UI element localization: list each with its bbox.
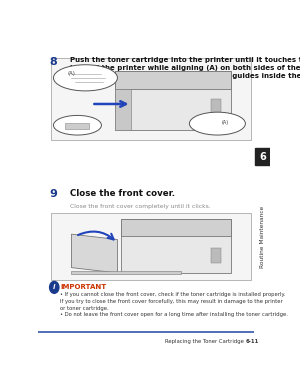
Bar <box>52 213 251 279</box>
Text: Close the front cover.: Close the front cover. <box>70 189 175 198</box>
Text: 9: 9 <box>49 189 57 199</box>
Text: 6-11: 6-11 <box>246 339 259 344</box>
Text: IMPORTANT: IMPORTANT <box>61 284 107 290</box>
Text: • Do not leave the front cover open for a long time after installing the toner c: • Do not leave the front cover open for … <box>60 312 287 317</box>
Text: Replacing the Toner Cartridge: Replacing the Toner Cartridge <box>165 339 244 344</box>
Text: • If you cannot close the front cover, check if the toner cartridge is installed: • If you cannot close the front cover, c… <box>60 293 285 311</box>
Bar <box>255 148 270 165</box>
Text: Push the toner cartridge into the printer until it touches the
back of the print: Push the toner cartridge into the printe… <box>70 57 300 88</box>
Text: Routine Maintenance: Routine Maintenance <box>260 205 265 267</box>
Bar <box>52 58 251 140</box>
Text: i: i <box>53 284 56 290</box>
Text: Close the front cover completely until it clicks.: Close the front cover completely until i… <box>70 205 211 210</box>
Text: 6: 6 <box>259 152 266 162</box>
Circle shape <box>50 281 59 293</box>
Text: 8: 8 <box>49 57 57 67</box>
